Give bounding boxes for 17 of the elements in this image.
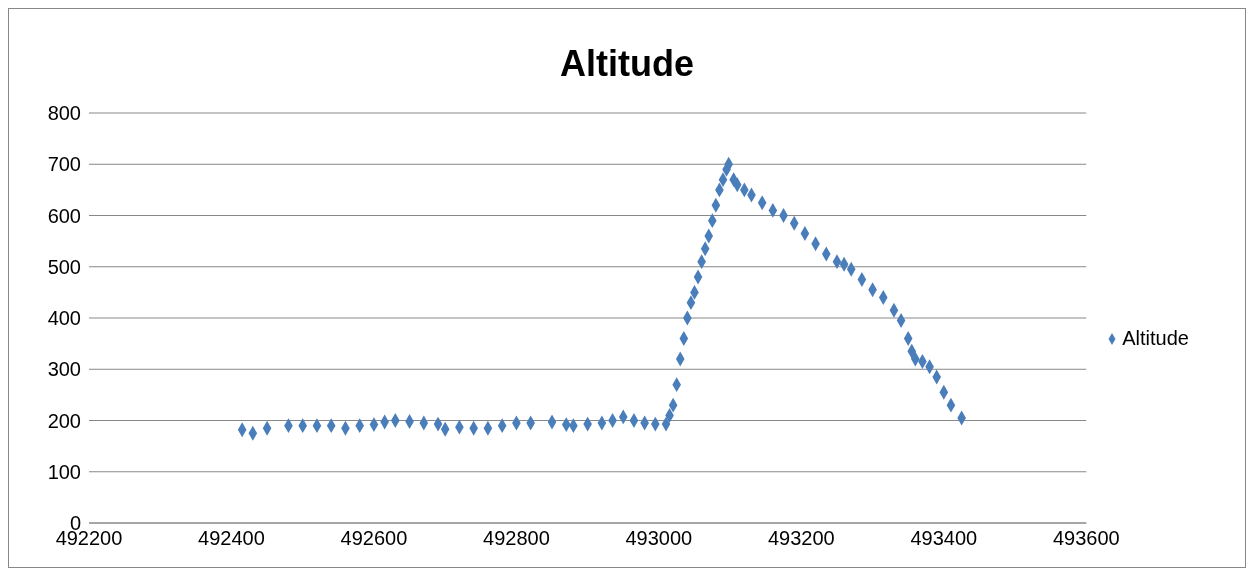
y-tick-label: 600 [47, 204, 81, 227]
y-tick-label: 500 [47, 255, 81, 278]
y-tick-label: 100 [47, 460, 81, 483]
y-tick-label: 200 [47, 409, 81, 432]
y-tick-label: 300 [47, 358, 81, 381]
x-tick-label: 493000 [625, 527, 693, 550]
x-tick-label: 492800 [483, 527, 550, 550]
y-tick-label: 800 [47, 102, 81, 125]
x-tick-label: 493600 [1052, 527, 1120, 550]
x-tick-label: 492400 [198, 527, 265, 550]
chart-title: Altitude [559, 42, 695, 86]
x-tick-label: 493400 [910, 527, 978, 550]
legend-label: Altitude [1122, 326, 1189, 349]
x-tick-label: 492600 [340, 527, 408, 550]
y-tick-label: 400 [47, 307, 81, 330]
y-tick-label: 700 [47, 153, 81, 176]
x-tick-label: 493200 [767, 527, 835, 550]
